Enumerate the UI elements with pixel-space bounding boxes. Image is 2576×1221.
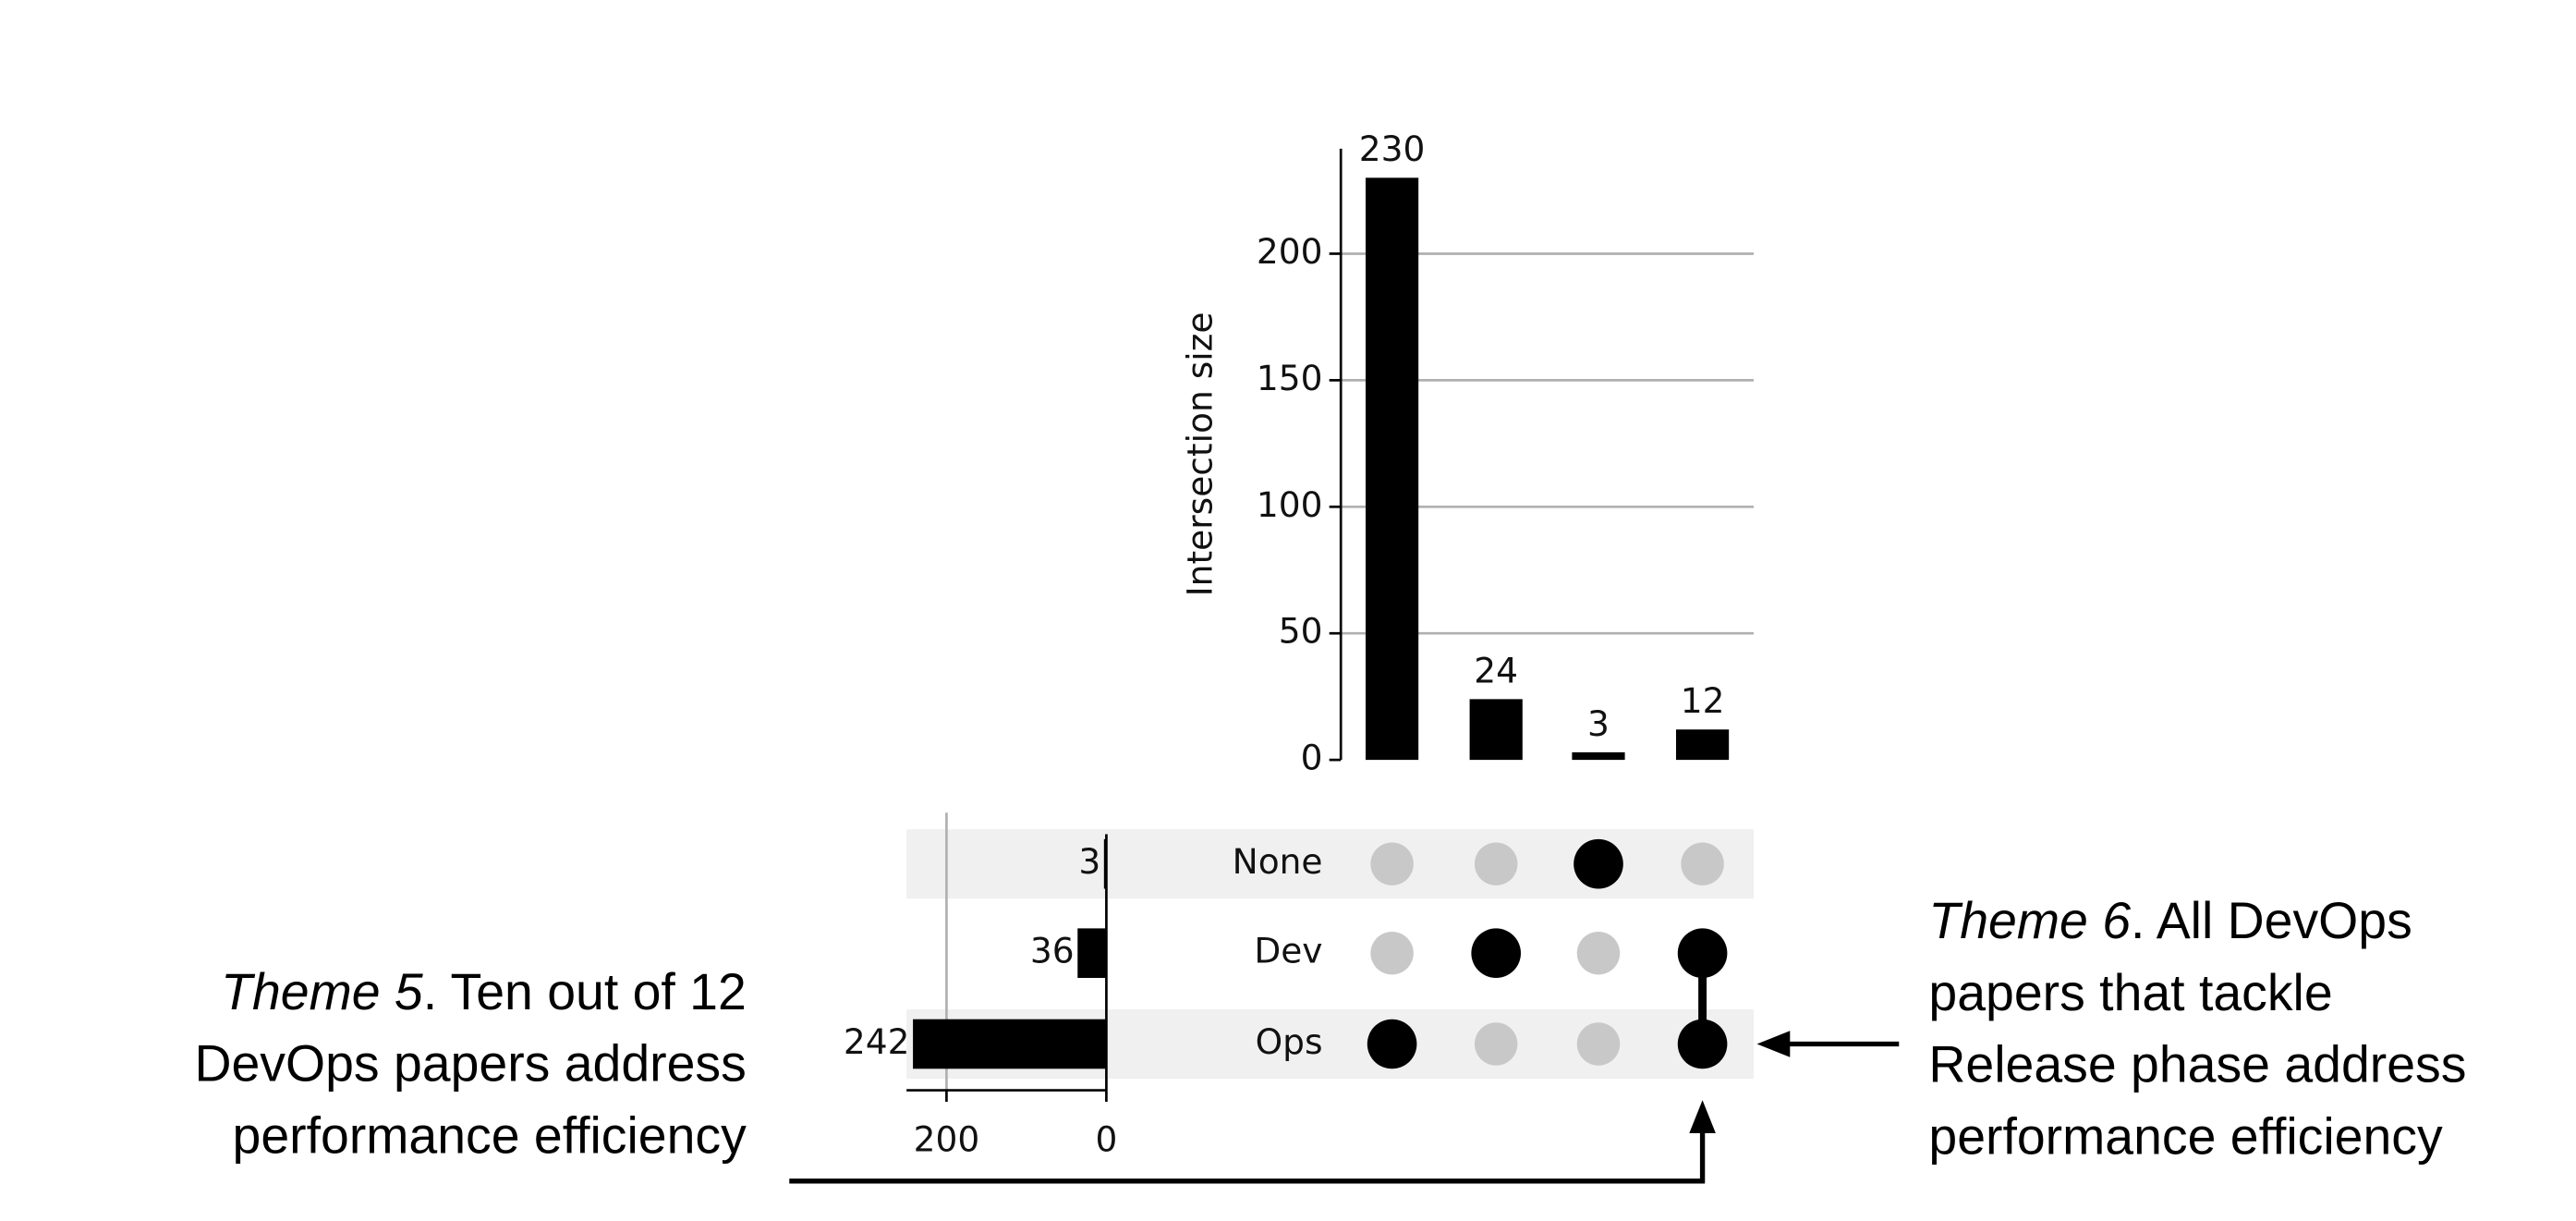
dot-active: [1471, 928, 1521, 979]
bar: [1365, 177, 1419, 761]
annotation: DevOps papers address: [195, 1035, 747, 1093]
annotation: Theme 5. Ten out of 12: [221, 963, 747, 1020]
set-size-label: 36: [1030, 931, 1075, 971]
dot-inactive: [1474, 1022, 1518, 1066]
set-size-label: 242: [844, 1021, 910, 1062]
annotation-label: Theme 5: [221, 963, 423, 1020]
bar: [1572, 751, 1625, 761]
annotation-text: performance efficiency: [233, 1106, 747, 1164]
arrowhead: [1689, 1100, 1716, 1134]
value-label: 3: [1587, 703, 1610, 744]
annotation-text: Release phase address: [1928, 1036, 2466, 1093]
y-tick-label: 200: [1257, 231, 1323, 272]
dot-inactive: [1370, 931, 1414, 975]
set-label: None: [1233, 841, 1323, 882]
annotation-text: performance efficiency: [1928, 1107, 2443, 1165]
value-label: 24: [1474, 650, 1518, 690]
y-tick-label: 0: [1301, 738, 1323, 778]
set-bar: [1077, 928, 1107, 979]
annotation: Release phase address: [1928, 1036, 2466, 1093]
dot-active: [1367, 1019, 1417, 1069]
set-size-label: 3: [1078, 841, 1100, 882]
set-label: Dev: [1254, 931, 1322, 971]
annotation-text: papers that tackle: [1928, 964, 2332, 1021]
dot-active: [1677, 928, 1728, 979]
dot-inactive: [1474, 842, 1518, 885]
annotation-text: DevOps papers address: [195, 1035, 747, 1093]
x-tick-label: 0: [1095, 1118, 1117, 1159]
dot-active: [1574, 838, 1623, 889]
annotation-label: Theme 6: [1928, 892, 2131, 949]
bar: [1469, 699, 1523, 761]
annotation: performance efficiency: [233, 1106, 747, 1164]
y-tick-label: 50: [1279, 611, 1323, 652]
annotation-text: . Ten out of 12: [423, 963, 747, 1020]
y-axis-label: Intersection size: [1180, 312, 1221, 597]
set-bar: [913, 1019, 1107, 1069]
arrowhead: [1756, 1031, 1791, 1057]
dot-active: [1677, 1019, 1728, 1069]
dot-inactive: [1576, 1022, 1621, 1066]
set-label: Ops: [1256, 1021, 1323, 1062]
annotation: Theme 6. All DevOps: [1928, 892, 2412, 949]
dot-inactive: [1576, 931, 1621, 975]
dot-inactive: [1681, 842, 1724, 885]
value-label: 12: [1681, 680, 1725, 721]
x-tick-label: 200: [914, 1118, 980, 1159]
y-tick-label: 150: [1257, 358, 1323, 398]
annotation: performance efficiency: [1928, 1107, 2443, 1165]
y-tick-label: 100: [1257, 484, 1323, 525]
annotation-text: . All DevOps: [2131, 892, 2412, 949]
set-bar: [1103, 838, 1107, 889]
dot-inactive: [1370, 842, 1414, 885]
annotation: papers that tackle: [1928, 964, 2332, 1021]
arrow-theme5: [789, 1129, 1706, 1184]
value-label: 230: [1359, 128, 1426, 169]
arrows: [789, 1041, 1900, 1184]
bar: [1675, 729, 1730, 761]
row-band: [906, 829, 1754, 899]
